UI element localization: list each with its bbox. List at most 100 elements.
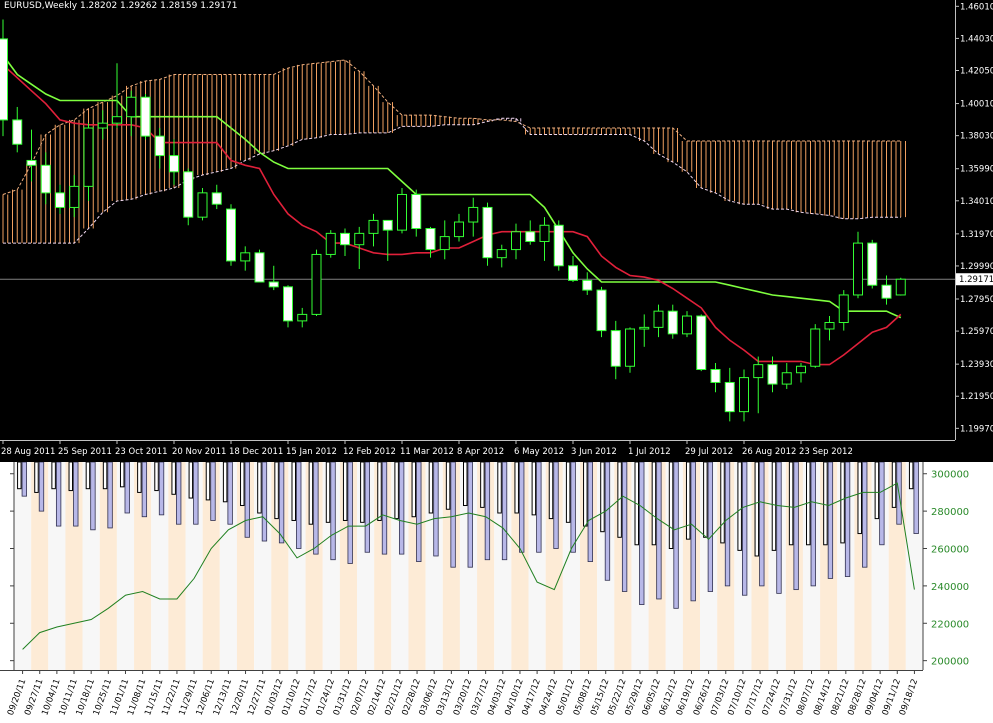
bull-candle bbox=[511, 231, 521, 251]
bar-blue bbox=[158, 462, 165, 516]
bar-dark bbox=[445, 462, 451, 510]
y-tick-label: 300000 bbox=[931, 470, 969, 481]
bar-dark bbox=[737, 462, 742, 551]
y-tick-label: 1.40010 bbox=[960, 100, 993, 110]
bear-candle bbox=[582, 279, 593, 291]
bull-candle bbox=[838, 294, 849, 324]
x-tick-label: 15 Jan 2012 bbox=[286, 447, 337, 457]
volume-chart-panel[interactable]: 300000 280000 260000 240000 220000 200000 09/2… bbox=[0, 462, 993, 723]
y-tick-label: 1.34010 bbox=[960, 197, 993, 207]
y-tick-label: 1.21950 bbox=[960, 392, 993, 402]
y-tick-label: 1.38030 bbox=[960, 132, 993, 142]
y-tick-label: 1.46010 bbox=[960, 2, 993, 12]
y-tick-label: 280000 bbox=[931, 507, 969, 518]
bull-candle bbox=[97, 122, 108, 129]
bar-blue bbox=[278, 462, 285, 544]
bar-dark bbox=[171, 462, 176, 495]
series-line bbox=[22, 482, 915, 650]
bar-blue bbox=[793, 462, 799, 591]
bar-blue bbox=[313, 462, 319, 555]
bull-candle bbox=[454, 221, 464, 238]
x-tick-label: 6 May 2012 bbox=[514, 447, 564, 457]
bear-candle bbox=[881, 284, 892, 299]
bar-blue bbox=[501, 462, 508, 561]
bar-blue bbox=[398, 462, 405, 555]
bar-dark bbox=[17, 462, 22, 490]
bear-candle bbox=[382, 219, 393, 231]
bar-blue bbox=[621, 462, 628, 592]
week-band bbox=[31, 462, 49, 670]
bar-dark bbox=[34, 462, 39, 493]
bar-blue bbox=[433, 462, 439, 557]
current-price-label: 1.29171 bbox=[959, 275, 993, 285]
bar-dark bbox=[840, 462, 845, 544]
senkou-span-b-line bbox=[3, 117, 901, 244]
bar-blue bbox=[347, 462, 353, 564]
bar-dark bbox=[119, 462, 125, 488]
bar-dark bbox=[188, 462, 194, 499]
x-tick-label: 28 Aug 2011 bbox=[1, 447, 55, 457]
bull-candle bbox=[539, 224, 550, 242]
bar-blue bbox=[862, 462, 868, 568]
bear-candle bbox=[867, 242, 878, 286]
bar-dark bbox=[548, 462, 554, 520]
bar-blue bbox=[810, 462, 816, 587]
bar-blue bbox=[381, 462, 388, 555]
bar-dark bbox=[154, 462, 159, 492]
bar-dark bbox=[531, 462, 537, 516]
bar-dark bbox=[480, 462, 485, 508]
bar-dark bbox=[377, 462, 382, 521]
price-chart[interactable]: 1.46010 1.44030 1.42050 1.40010 1.38030 1.359… bbox=[0, 0, 993, 461]
bull-candle bbox=[781, 372, 792, 385]
bull-candle bbox=[197, 192, 208, 218]
bear-candle bbox=[767, 364, 778, 385]
x-tick-label: 12 Feb 2012 bbox=[343, 447, 396, 457]
bull-candle bbox=[739, 377, 749, 413]
bar-dark bbox=[325, 462, 331, 523]
senkou-span-a-line bbox=[2, 59, 901, 195]
bear-candle bbox=[568, 265, 578, 281]
bar-blue bbox=[776, 462, 782, 594]
bar-blue bbox=[519, 462, 525, 553]
bar-blue bbox=[90, 462, 96, 531]
price-chart-panel[interactable]: 1.46010 1.44030 1.42050 1.40010 1.38030 1.359… bbox=[0, 0, 993, 461]
volume-chart[interactable]: 30000028000026000024000022000020000009/2… bbox=[0, 462, 993, 723]
bar-dark bbox=[463, 462, 468, 507]
bear-candle bbox=[696, 315, 707, 371]
bull-candle bbox=[753, 364, 764, 379]
bar-dark bbox=[308, 462, 314, 525]
bear-candle bbox=[482, 206, 493, 259]
bear-candle bbox=[268, 281, 279, 288]
bar-dark bbox=[394, 462, 399, 520]
bar-dark bbox=[240, 462, 245, 507]
bull-candle bbox=[468, 206, 479, 223]
bull-candle bbox=[639, 326, 650, 330]
y-tick-label: 1.29990 bbox=[960, 262, 993, 272]
bear-candle bbox=[154, 135, 165, 157]
bar-blue bbox=[844, 462, 851, 577]
y-tick-label: 240000 bbox=[931, 582, 969, 593]
bar-blue bbox=[673, 462, 679, 609]
bar-blue bbox=[210, 462, 216, 521]
bar-dark bbox=[222, 462, 228, 503]
bull-candle bbox=[895, 278, 906, 296]
y-tick-label: 200000 bbox=[931, 657, 969, 668]
x-tick-label: 3 Jun 2012 bbox=[571, 447, 617, 457]
bar-dark bbox=[102, 462, 108, 490]
bear-candle bbox=[26, 159, 37, 166]
bar-blue bbox=[707, 462, 714, 592]
bar-dark bbox=[823, 462, 828, 546]
bar-blue bbox=[21, 462, 27, 497]
bull-candle bbox=[126, 96, 137, 118]
bar-blue bbox=[536, 462, 542, 553]
bull-candle bbox=[112, 116, 122, 124]
bull-candle bbox=[368, 219, 379, 234]
bull-candle bbox=[297, 313, 308, 322]
bear-candle bbox=[610, 330, 621, 367]
x-tick-label: 1 Jul 2012 bbox=[628, 447, 671, 457]
bar-dark bbox=[411, 462, 417, 518]
bar-dark bbox=[754, 462, 760, 557]
y-tick-label: 1.25970 bbox=[960, 327, 993, 337]
bar-blue bbox=[467, 462, 473, 568]
chart-title: EURUSD,Weekly 1.28202 1.29262 1.28159 1.… bbox=[4, 1, 238, 11]
